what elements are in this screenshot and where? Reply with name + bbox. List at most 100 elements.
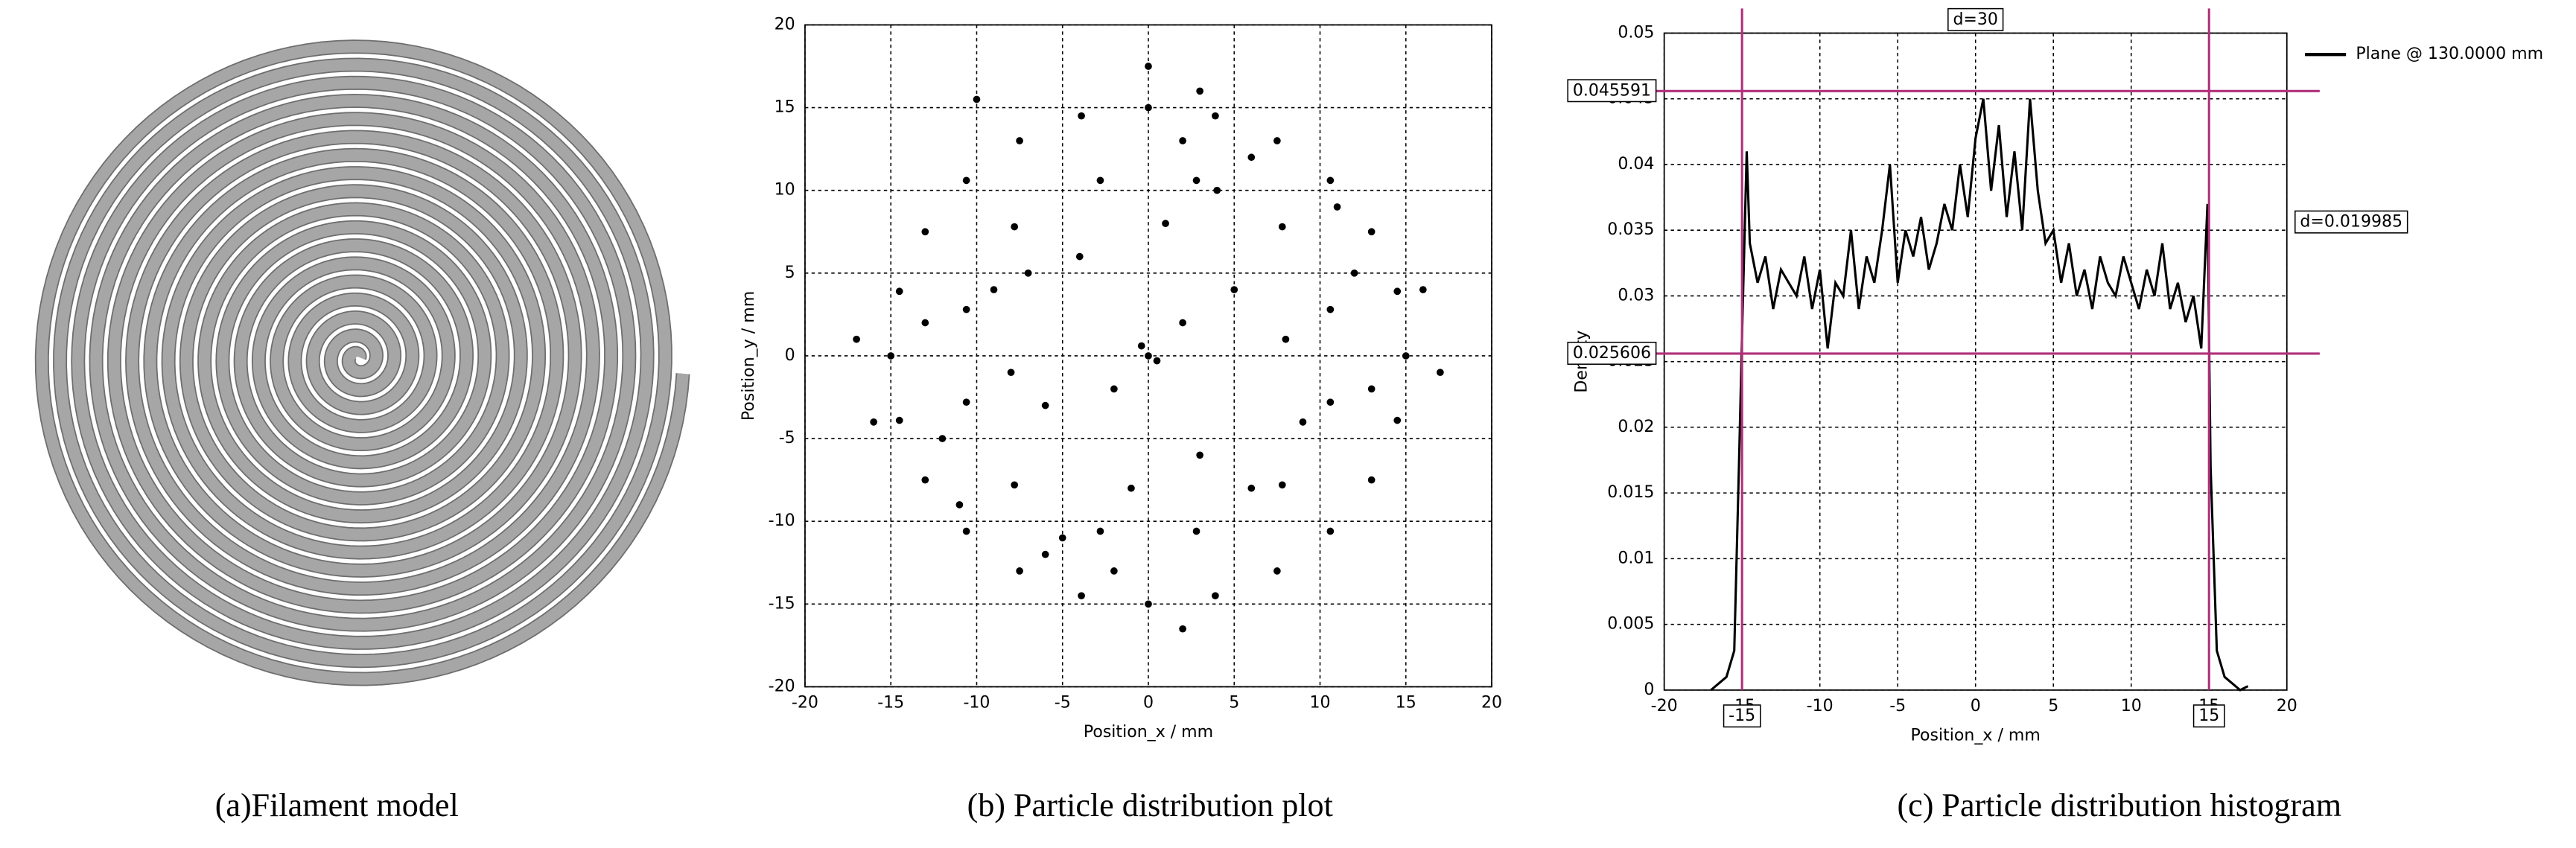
x-tick-label: -15 <box>877 694 904 712</box>
caption: (b) Particle distribution plot <box>967 787 1333 823</box>
point <box>1333 203 1341 211</box>
point <box>1016 137 1023 144</box>
point <box>1326 176 1335 185</box>
reference-label-box <box>1723 704 1761 728</box>
y-tick-label: 15 <box>775 98 795 117</box>
plot-frame <box>1663 32 2288 691</box>
point <box>1367 476 1376 484</box>
x-tick-label: 5 <box>2048 697 2058 715</box>
point <box>1402 352 1410 360</box>
point <box>962 398 970 407</box>
y-tick-label: 0 <box>785 346 795 365</box>
point <box>1192 176 1200 185</box>
y-tick-label: -15 <box>769 594 795 613</box>
reference-label: 0.045591 <box>1573 81 1651 100</box>
y-tick-label: 0.005 <box>1607 615 1654 634</box>
x-axis-label: Position_x / mm <box>1084 723 1213 742</box>
x-tick-label: 15 <box>1396 694 1416 712</box>
point <box>1078 592 1085 600</box>
point <box>990 286 998 293</box>
point <box>1096 176 1104 185</box>
point <box>962 176 970 185</box>
point <box>1110 567 1118 575</box>
point <box>1212 112 1219 120</box>
point <box>1075 252 1084 261</box>
point <box>1278 223 1286 231</box>
point <box>1145 103 1152 112</box>
point <box>921 319 929 327</box>
point <box>1110 385 1118 393</box>
x-tick-label: -5 <box>1055 694 1071 712</box>
y-tick-label: 0 <box>1644 680 1654 699</box>
y-tick-label: 0.035 <box>1607 220 1654 239</box>
x-tick-label: 20 <box>2277 697 2297 715</box>
point <box>962 305 970 313</box>
point <box>1247 484 1256 492</box>
y-tick-label: 0.015 <box>1607 483 1654 502</box>
y-tick-label: 0.04 <box>1618 155 1654 173</box>
point <box>1326 305 1335 313</box>
point <box>962 527 970 535</box>
point <box>895 416 903 424</box>
point <box>1419 286 1427 293</box>
point <box>1273 567 1281 575</box>
point <box>1153 357 1161 365</box>
point <box>955 501 964 509</box>
caption: (a)Filament model <box>215 787 459 823</box>
x-tick-label: -10 <box>963 694 990 712</box>
point <box>1179 319 1186 327</box>
point <box>1011 481 1019 489</box>
y-tick-label: -10 <box>769 511 795 530</box>
y-tick-label: 20 <box>775 15 795 34</box>
y-tick-label: 0.01 <box>1618 549 1654 567</box>
point <box>973 95 981 103</box>
point <box>1367 228 1376 236</box>
y-tick-label: 0.03 <box>1618 286 1654 305</box>
point <box>1196 451 1204 459</box>
point <box>1024 269 1032 277</box>
point <box>1326 527 1335 535</box>
point <box>1162 220 1169 228</box>
point <box>1247 153 1256 162</box>
point <box>1179 137 1186 144</box>
point <box>1137 342 1145 350</box>
point <box>1393 287 1402 296</box>
point <box>1096 527 1104 535</box>
y-axis-label: Position_y / mm <box>740 291 758 421</box>
point <box>1058 534 1066 542</box>
point <box>1041 550 1049 558</box>
x-tick-label: -20 <box>792 694 818 712</box>
x-tick-label: 5 <box>1229 694 1239 712</box>
point <box>938 435 947 442</box>
point <box>1145 600 1152 608</box>
annotation: d=30 <box>1953 10 1998 29</box>
x-tick-label: 0 <box>1971 697 1981 715</box>
reference-label-box <box>2192 704 2225 728</box>
point <box>1078 112 1085 120</box>
point <box>1367 385 1376 393</box>
point <box>1011 223 1019 231</box>
point <box>1393 416 1402 424</box>
y-tick-label: 0.05 <box>1618 23 1654 42</box>
y-tick-label: -5 <box>779 429 795 447</box>
point <box>1041 401 1049 409</box>
annotation-box <box>1947 7 2004 31</box>
point <box>870 418 878 426</box>
y-tick-label: -20 <box>769 677 795 695</box>
point <box>1016 567 1023 575</box>
point <box>1213 186 1221 194</box>
point <box>1212 592 1219 600</box>
reference-label-box <box>1567 341 1657 365</box>
point <box>921 228 929 236</box>
point <box>887 352 895 360</box>
x-axis-label: Position_x / mm <box>1911 727 2041 745</box>
x-tick-label: 10 <box>1309 694 1330 712</box>
point <box>921 476 929 484</box>
reference-label: -15 <box>1729 707 1755 725</box>
y-tick-label: 5 <box>785 264 795 282</box>
point <box>1278 481 1286 489</box>
point <box>1196 87 1204 95</box>
x-tick-label: 0 <box>1143 694 1154 712</box>
y-tick-label: 0.02 <box>1618 418 1654 436</box>
reference-label: 15 <box>2198 707 2219 725</box>
